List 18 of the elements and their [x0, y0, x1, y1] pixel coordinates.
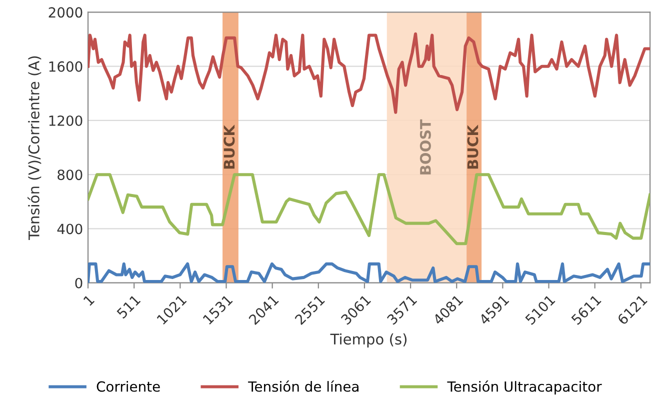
y-axis-title: Tensión (V)/Corrientre (A) — [28, 56, 42, 240]
y-tick-label: 2000 — [48, 7, 82, 18]
x-tick-label: 1 — [83, 294, 95, 306]
y-tick-label: 0 — [75, 278, 82, 288]
line-series — [88, 32, 650, 114]
y-tick-label: 1600 — [49, 61, 82, 72]
band-label: BUCK — [467, 124, 478, 169]
y-tick-label: 400 — [57, 224, 82, 234]
x-tick-label: 511 — [116, 294, 141, 319]
x-axis-title: Tiempo (s) — [330, 333, 407, 348]
band-label: BOOST — [420, 119, 431, 174]
y-tick-label: 800 — [58, 170, 82, 180]
legend-label: Tensión Ultracapacitor — [447, 380, 602, 394]
y-tick-label: 1200 — [49, 115, 82, 126]
legend-label: Corriente — [96, 381, 160, 392]
band-label: BUCK — [224, 124, 235, 169]
legend-label: Tensión de línea — [248, 380, 358, 392]
line-series — [88, 173, 650, 246]
